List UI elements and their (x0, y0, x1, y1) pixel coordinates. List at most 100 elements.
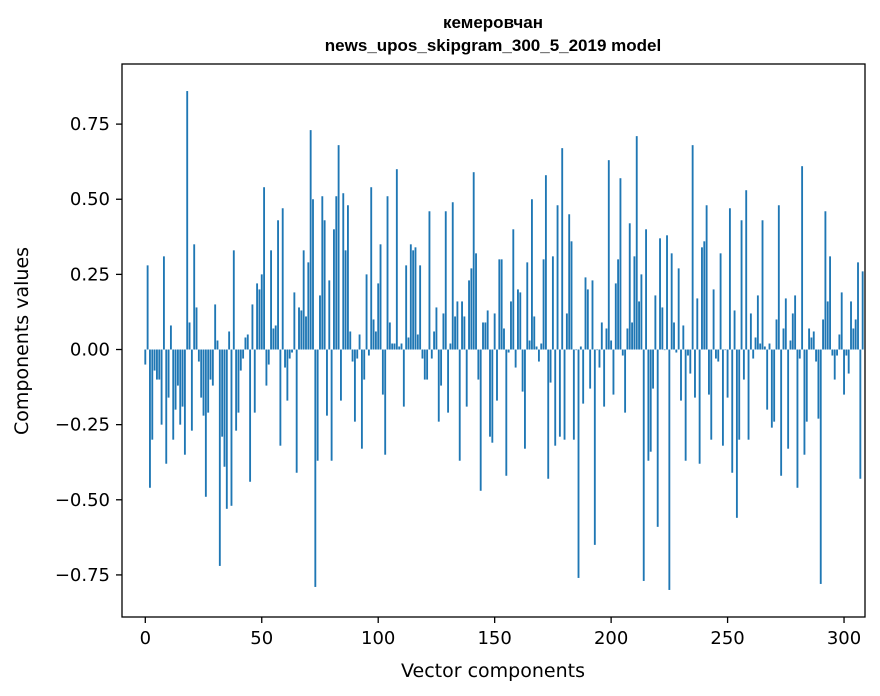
bar (323, 220, 326, 350)
bar (209, 349, 212, 380)
bar (782, 328, 785, 350)
bar (726, 349, 729, 398)
bar (351, 349, 354, 362)
bar (824, 211, 827, 350)
bar (486, 310, 489, 350)
bar (812, 331, 815, 350)
bar (568, 214, 571, 350)
bar (223, 349, 226, 467)
bar (535, 346, 538, 350)
x-tick-label: 150 (477, 628, 511, 649)
bar (547, 349, 550, 479)
bar (666, 235, 668, 350)
bar (367, 349, 370, 356)
bar (384, 349, 387, 455)
bar (244, 337, 247, 350)
bar (565, 313, 568, 350)
bar (307, 262, 310, 350)
bar (733, 310, 736, 350)
bar (319, 295, 321, 350)
y-tick-label: 0.50 (70, 189, 110, 210)
bar (647, 349, 650, 461)
bar (258, 289, 261, 350)
bar (281, 208, 284, 350)
bar (596, 349, 599, 351)
bar (365, 274, 368, 350)
bar (721, 349, 724, 446)
x-tick-label: 300 (827, 628, 861, 649)
bar (356, 349, 359, 359)
bar (498, 259, 501, 350)
bar (850, 301, 852, 350)
bar (694, 349, 696, 398)
y-tick-label: −0.50 (55, 490, 110, 511)
bar (859, 349, 862, 479)
bar (612, 349, 615, 395)
bar (146, 265, 149, 350)
bar (300, 310, 303, 350)
bar (344, 250, 347, 350)
bar (409, 244, 412, 350)
bar (775, 319, 778, 350)
bar (591, 280, 594, 350)
bar (221, 349, 224, 437)
bar (717, 349, 720, 362)
bar (796, 349, 799, 488)
bar (260, 274, 263, 350)
bar (687, 349, 689, 356)
bar (183, 349, 186, 455)
bar (563, 349, 566, 440)
y-axis: −0.75 −0.50 −0.25 0.00 0.25 0.50 0.75 (55, 114, 122, 586)
bar (249, 349, 252, 482)
bar (465, 349, 468, 407)
bar (202, 349, 205, 416)
bar (680, 349, 682, 401)
bar (295, 349, 298, 473)
x-axis-label: Vector components (401, 660, 585, 682)
bar (738, 349, 741, 440)
bar (763, 346, 766, 350)
x-tick-label: 0 (140, 628, 151, 649)
bar (635, 136, 638, 350)
bar (489, 349, 491, 437)
bar (857, 262, 859, 350)
bar (519, 292, 522, 350)
bar (363, 349, 366, 380)
bar (349, 331, 352, 350)
bar (172, 349, 175, 440)
bar (712, 289, 715, 350)
bar (586, 289, 589, 350)
bar (589, 349, 592, 389)
bar (412, 250, 415, 350)
bar (656, 349, 659, 527)
bar (218, 349, 221, 566)
bar (270, 250, 272, 350)
bar (558, 349, 561, 437)
bar (791, 313, 794, 350)
bar (614, 283, 617, 350)
bar (272, 328, 275, 350)
bar (144, 349, 147, 365)
bar (398, 346, 401, 350)
bar (810, 337, 813, 350)
bar (628, 223, 631, 350)
bar (197, 349, 200, 362)
bar (393, 343, 396, 350)
bar (708, 349, 710, 395)
bar (826, 301, 829, 350)
bar (314, 349, 317, 587)
bar (274, 325, 277, 350)
bar (668, 349, 671, 590)
bar (470, 268, 473, 350)
bar (253, 349, 256, 413)
bar (521, 349, 524, 392)
bar (419, 265, 422, 350)
bar (421, 349, 424, 359)
bar (433, 331, 436, 350)
bar (819, 349, 822, 584)
bar (256, 283, 259, 350)
bar (330, 349, 333, 461)
bar (542, 259, 545, 350)
bar (554, 349, 557, 446)
bar (190, 349, 193, 431)
